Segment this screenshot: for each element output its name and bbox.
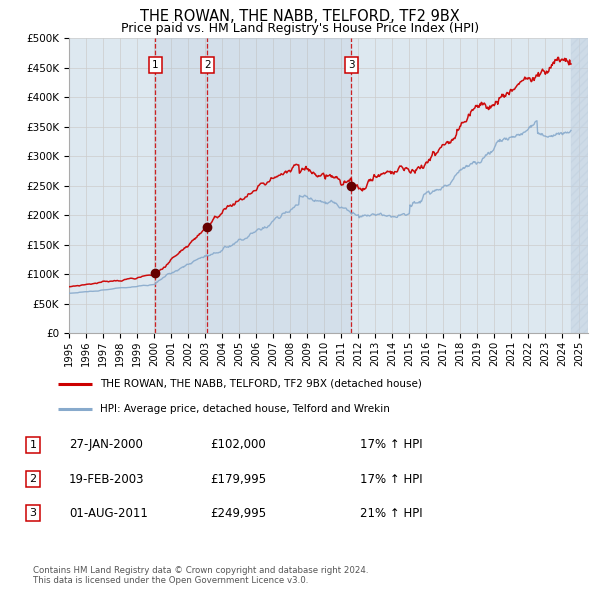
- Text: £179,995: £179,995: [210, 473, 266, 486]
- Text: £249,995: £249,995: [210, 507, 266, 520]
- Text: Price paid vs. HM Land Registry's House Price Index (HPI): Price paid vs. HM Land Registry's House …: [121, 22, 479, 35]
- Text: 2: 2: [29, 474, 37, 484]
- Text: 17% ↑ HPI: 17% ↑ HPI: [360, 473, 422, 486]
- Bar: [155, 38, 208, 333]
- Text: 3: 3: [29, 509, 37, 518]
- Text: THE ROWAN, THE NABB, TELFORD, TF2 9BX (detached house): THE ROWAN, THE NABB, TELFORD, TF2 9BX (d…: [100, 379, 422, 389]
- Text: 2: 2: [204, 60, 211, 70]
- Text: 21% ↑ HPI: 21% ↑ HPI: [360, 507, 422, 520]
- Text: 01-AUG-2011: 01-AUG-2011: [69, 507, 148, 520]
- Text: HPI: Average price, detached house, Telford and Wrekin: HPI: Average price, detached house, Telf…: [100, 404, 390, 414]
- Text: 27-JAN-2000: 27-JAN-2000: [69, 438, 143, 451]
- Text: 1: 1: [29, 440, 37, 450]
- Bar: [571, 38, 588, 333]
- Text: THE ROWAN, THE NABB, TELFORD, TF2 9BX: THE ROWAN, THE NABB, TELFORD, TF2 9BX: [140, 9, 460, 24]
- Text: Contains HM Land Registry data © Crown copyright and database right 2024.
This d: Contains HM Land Registry data © Crown c…: [33, 566, 368, 585]
- Text: £102,000: £102,000: [210, 438, 266, 451]
- Text: 17% ↑ HPI: 17% ↑ HPI: [360, 438, 422, 451]
- Text: 1: 1: [152, 60, 158, 70]
- Text: 3: 3: [348, 60, 355, 70]
- Text: 19-FEB-2003: 19-FEB-2003: [69, 473, 145, 486]
- Bar: [208, 38, 352, 333]
